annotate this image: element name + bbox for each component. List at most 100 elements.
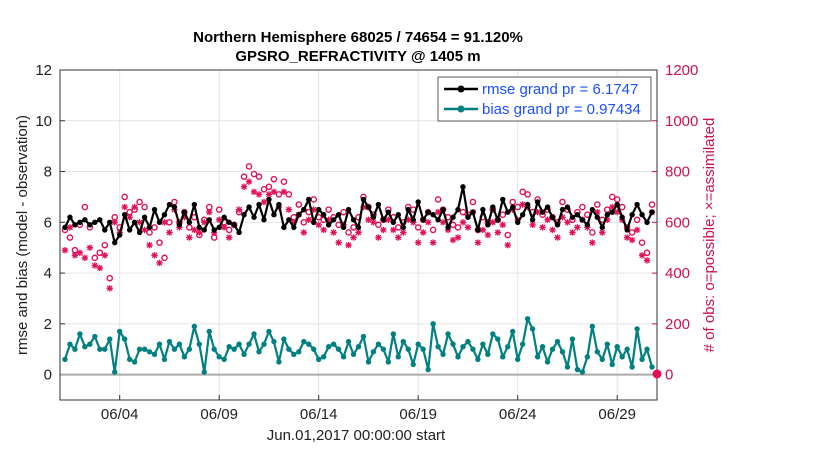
bias-point: [649, 364, 655, 370]
bias-point: [271, 338, 277, 345]
rmse-point: [121, 211, 128, 218]
obs-assimilated-point: [166, 229, 173, 236]
obs-possible-point: [643, 249, 651, 257]
obs-possible-point: [96, 249, 104, 257]
obs-possible-point: [270, 175, 278, 183]
rmse-point: [365, 204, 372, 210]
rmse-point: [515, 219, 521, 226]
obs-possible-point: [638, 239, 646, 246]
obs-assimilated-point: [156, 259, 163, 267]
obs-assim-stroke: [629, 237, 635, 243]
obs-assimilated-point: [459, 219, 467, 226]
obs-assimilated-point: [439, 219, 447, 226]
bias-point: [186, 346, 193, 352]
y-axis-right-label: # of obs: o=possible; ×=assimilated: [701, 118, 718, 353]
obs-assimilated-point: [489, 219, 497, 226]
rmse-point: [559, 206, 566, 213]
rmse-point: [460, 184, 466, 190]
obs-assimilated-point: [519, 201, 526, 208]
legend-rmse-label: rmse grand pr = 6.1747: [482, 81, 638, 98]
obs-assim-stroke: [440, 219, 446, 226]
y-axis-right-ticks: 0 200 400 600 800 1000 1200: [652, 62, 698, 384]
bias-point: [136, 346, 143, 352]
bias-point: [211, 346, 217, 352]
obs-assimilated-point: [454, 234, 462, 241]
bias-point: [400, 338, 406, 345]
rmse-point: [296, 211, 302, 218]
obs-assim-stroke: [335, 239, 342, 246]
obs-assimilated-point: [300, 229, 307, 236]
bias-point: [251, 331, 257, 337]
obs-assim-stroke: [320, 227, 327, 233]
obs-assimilated-point: [370, 219, 377, 226]
obs-assimilated-point: [599, 229, 606, 236]
obs-assim-stroke: [285, 206, 292, 213]
obs-possible-point: [260, 186, 268, 193]
obs-possible-point: [375, 221, 382, 229]
obs-assim-stroke: [609, 204, 616, 210]
obs-assim-stroke: [450, 237, 456, 243]
rmse-point: [131, 219, 138, 226]
obs-assim-stroke: [156, 260, 163, 266]
legend-bias-label: bias grand pr = 0.97434: [482, 101, 641, 118]
bias-point: [340, 354, 347, 360]
obs-assimilated-point: [305, 216, 312, 223]
obs-possible-point: [91, 254, 99, 262]
obs-assim-stroke: [519, 201, 526, 208]
bias-point: [380, 346, 387, 352]
rmse-point: [67, 214, 73, 220]
bias-point: [410, 361, 416, 368]
rmse-point: [335, 211, 342, 218]
bias-point: [176, 341, 183, 347]
bias-point: [415, 341, 421, 347]
bias-point: [554, 338, 561, 345]
obs-assimilated-point: [206, 208, 213, 216]
y-left-tick-label: 4: [44, 265, 52, 282]
rmse-point: [246, 204, 252, 210]
rmse-point: [161, 211, 168, 218]
obs-assimilated-point: [574, 224, 581, 231]
bias-point: [549, 346, 556, 352]
obs-possible-point: [161, 254, 168, 262]
bias-point: [261, 341, 267, 347]
obs-assim-stroke: [166, 229, 173, 236]
obs-assimilated-point: [280, 188, 288, 196]
obs-assim-stroke: [305, 216, 312, 223]
obs-possible-point: [66, 234, 74, 241]
obs-assim-stroke: [96, 265, 103, 271]
rmse-point: [519, 211, 526, 218]
bias-point: [539, 343, 546, 350]
rmse-point: [221, 214, 227, 220]
bias-point: [221, 356, 227, 363]
obs-assimilated-point: [395, 234, 402, 241]
bias-point: [420, 346, 426, 352]
obs-assimilated-point: [375, 234, 382, 241]
obs-assim-stroke: [420, 229, 427, 236]
rmse-point: [141, 214, 148, 220]
obs-possible-point: [340, 208, 347, 216]
rmse-point: [440, 206, 446, 213]
obs-assim-stroke: [315, 221, 322, 228]
rmse-point: [594, 214, 600, 220]
obs-possible-point: [280, 178, 288, 185]
rmse-point: [241, 211, 247, 218]
obs-assimilated-point: [623, 234, 631, 241]
obs-assimilated-point: [265, 191, 273, 198]
bias-point: [216, 354, 222, 360]
obs-assimilated-point: [415, 239, 422, 246]
rmse-point: [639, 211, 645, 218]
bias-point: [256, 349, 262, 355]
obs-assim-stroke: [365, 216, 372, 223]
obs-assimilated-point: [245, 178, 253, 185]
obs-assimilated-point: [250, 188, 258, 196]
bias-point: [102, 346, 108, 352]
obs-assim-stroke: [300, 229, 307, 236]
rmse-point: [316, 206, 322, 213]
obs-assim-stroke: [126, 214, 133, 221]
rmse-point: [92, 219, 98, 226]
rmse-point: [181, 209, 188, 215]
obs-assim-stroke: [241, 183, 247, 190]
y-right-tick-label: 600: [665, 214, 690, 231]
obs-assimilated-point: [121, 203, 128, 211]
bias-point: [241, 351, 247, 358]
